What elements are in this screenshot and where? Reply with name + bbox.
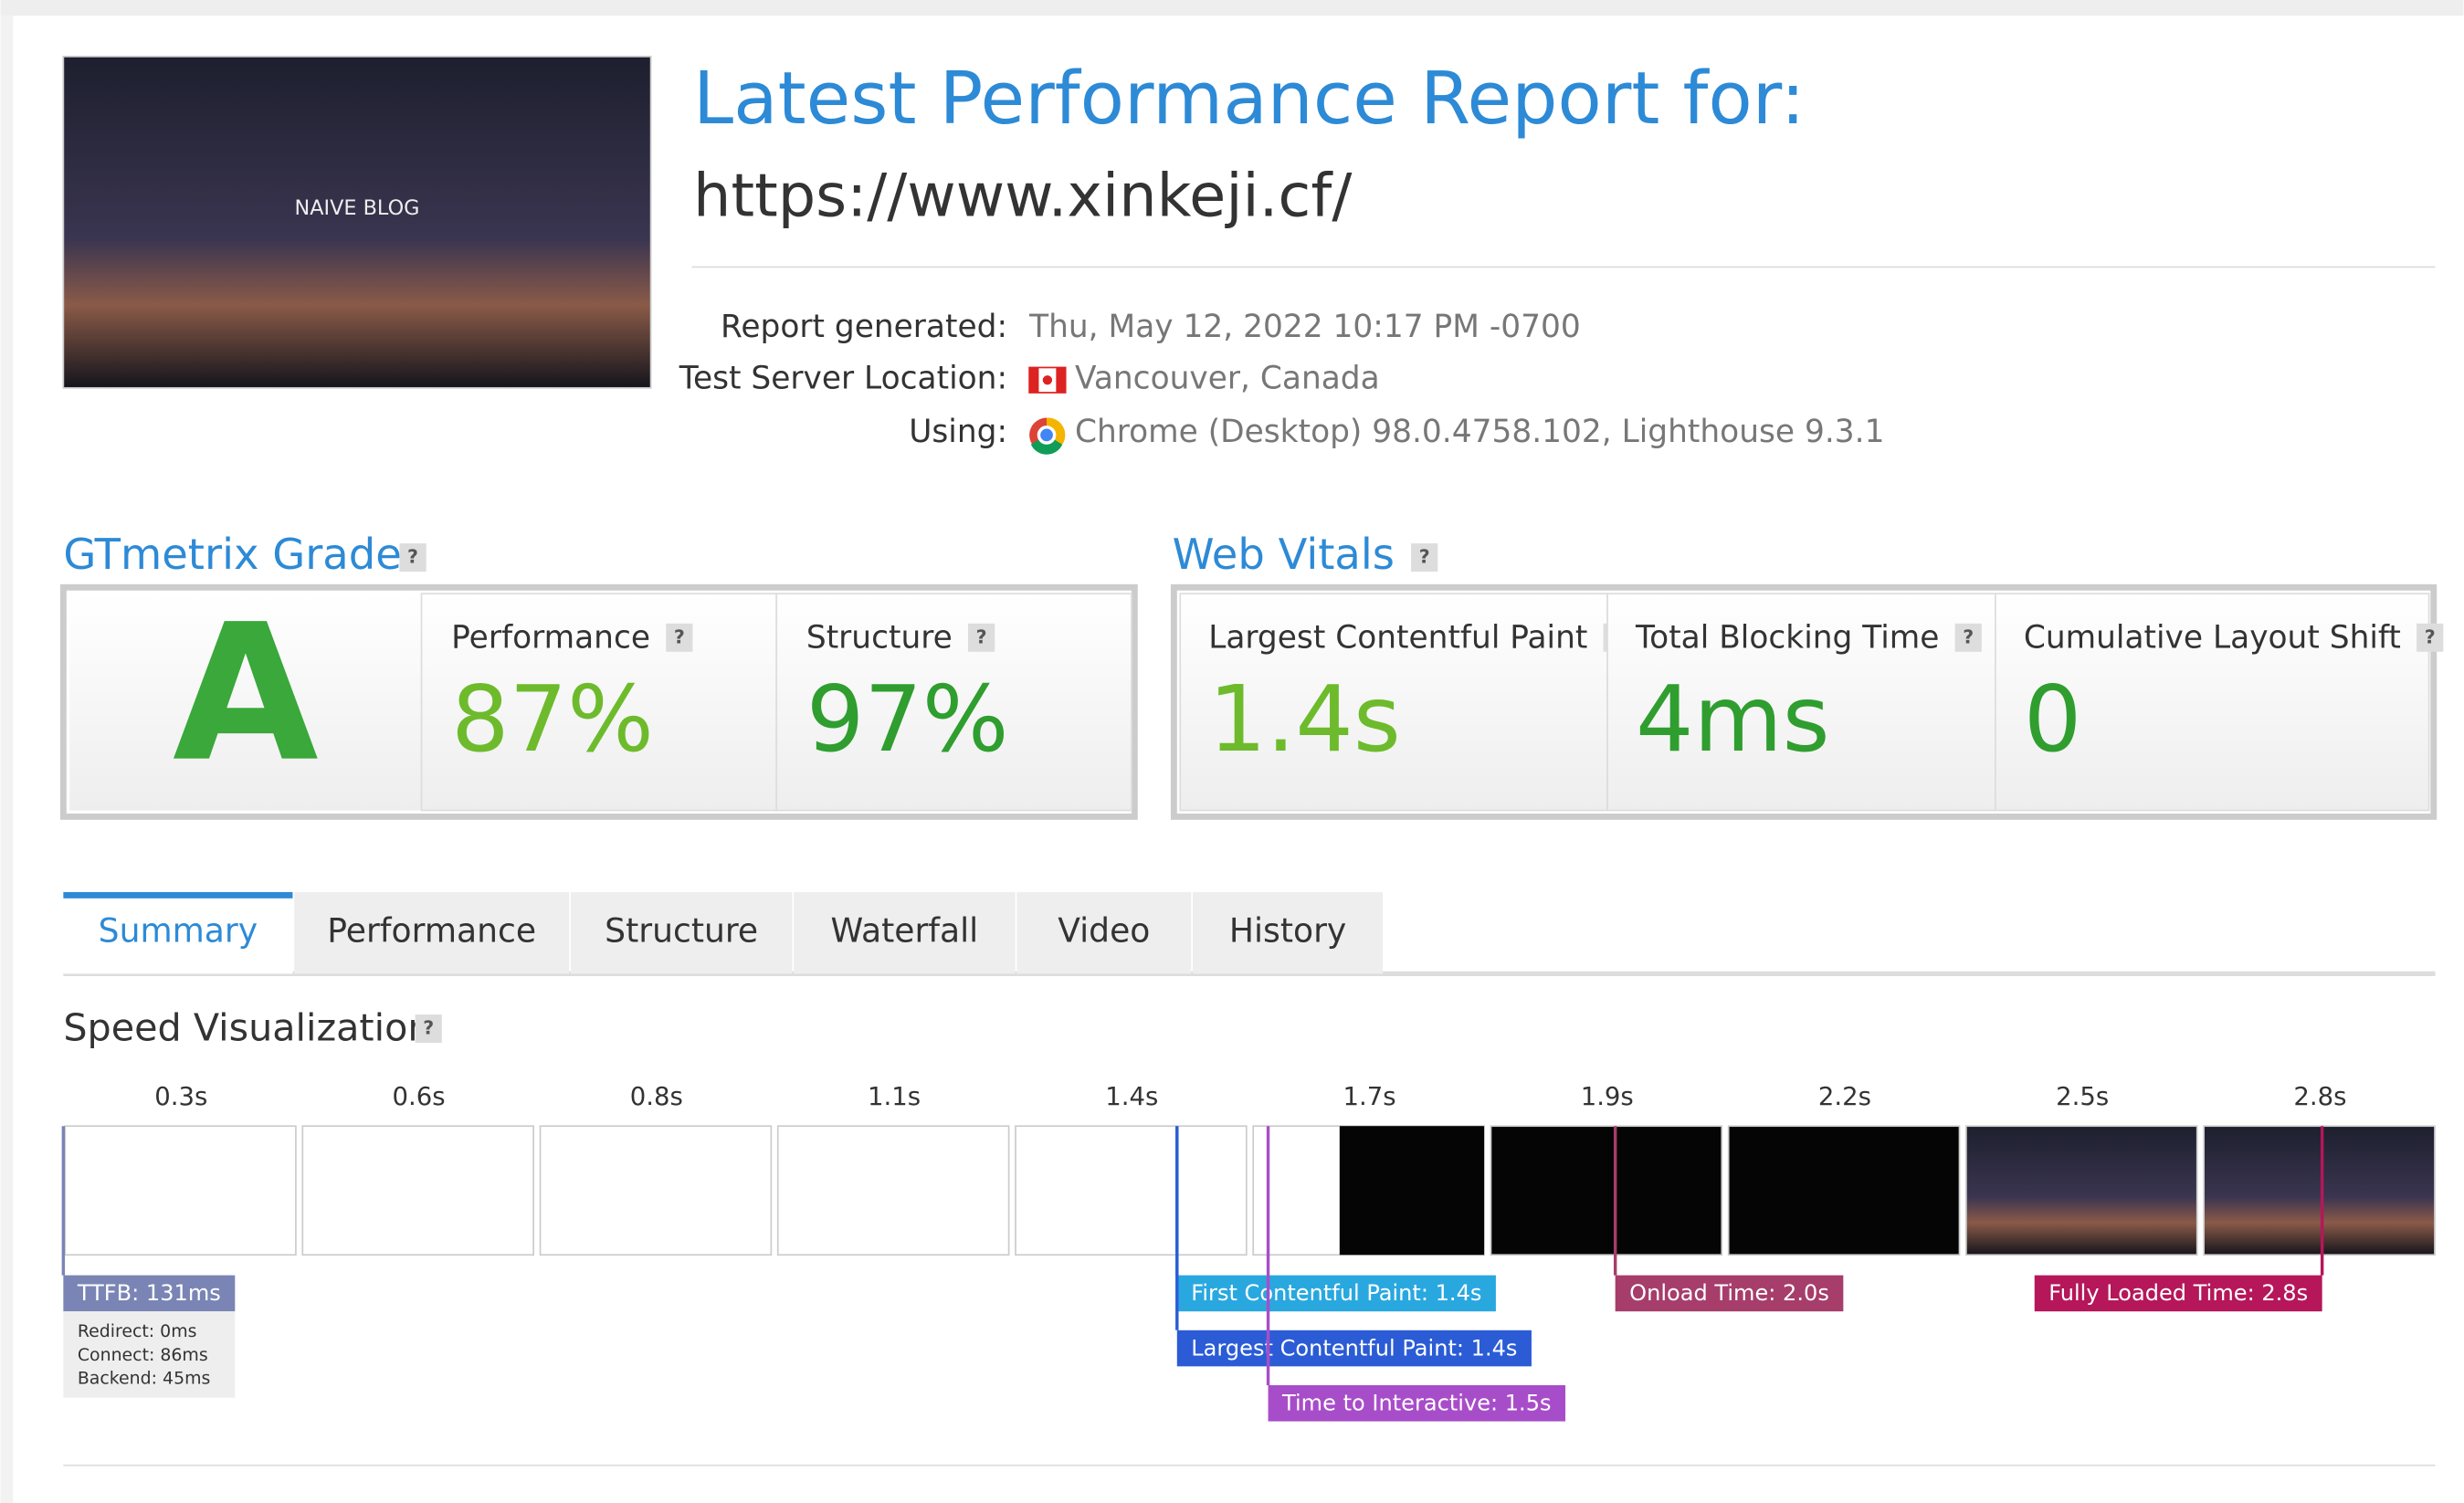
marker-box xyxy=(1615,1275,1844,1312)
vital-label: Cumulative Layout Shift xyxy=(2024,620,2401,657)
help-icon[interactable]: ? xyxy=(2425,625,2436,647)
marker-detail: Redirect: 0ms xyxy=(78,1321,197,1341)
marker-box xyxy=(1176,1330,1532,1367)
detail-label: Report generated: xyxy=(721,309,1007,345)
marker-label: Onload Time: 2.0s xyxy=(1629,1280,1829,1306)
tab[interactable] xyxy=(1016,891,1192,974)
vital-label: Largest Contentful Paint xyxy=(1208,620,1587,657)
tab-label[interactable]: Video xyxy=(1058,911,1150,951)
vital-cell xyxy=(1179,593,1608,812)
detail-value: Thu, May 12, 2022 10:17 PM -0700 xyxy=(1028,309,1581,345)
frame-time: 0.6s xyxy=(393,1082,446,1111)
vital-cell xyxy=(1606,593,1996,812)
frame-time: 2.2s xyxy=(1818,1082,1871,1111)
report-url[interactable]: https://www.xinkeji.cf/ xyxy=(693,161,1353,230)
thumbnail xyxy=(62,56,652,389)
thumbnail-title: NAIVE BLOG xyxy=(294,196,419,220)
frame xyxy=(776,1125,1010,1256)
metric-value: 87% xyxy=(451,666,654,773)
help-icon[interactable]: ? xyxy=(1963,625,1974,647)
detail-label: Test Server Location: xyxy=(679,361,1007,397)
frame-time: 0.8s xyxy=(630,1082,683,1111)
help-icon[interactable]: ? xyxy=(674,625,685,647)
frame xyxy=(1965,1125,2198,1256)
frame xyxy=(1490,1125,1723,1256)
grade-letter: A xyxy=(173,583,319,804)
tab-label[interactable]: Structure xyxy=(605,911,758,951)
frame-time: 1.9s xyxy=(1581,1082,1634,1111)
tab[interactable] xyxy=(570,891,793,974)
help-icon[interactable]: ? xyxy=(423,1017,434,1039)
tab-active-bar xyxy=(63,891,293,899)
frame-time: 2.8s xyxy=(2293,1082,2346,1111)
section-title: Web Vitals xyxy=(1173,530,1395,579)
frame-time: 2.5s xyxy=(2056,1082,2109,1111)
marker-box xyxy=(2034,1275,2322,1312)
frame-time: 1.1s xyxy=(868,1082,921,1111)
marker-detail: Connect: 86ms xyxy=(78,1345,208,1365)
frame xyxy=(539,1125,773,1256)
frame xyxy=(301,1125,534,1256)
detail-value: Vancouver, Canada xyxy=(1075,361,1380,397)
vital-value: 0 xyxy=(2024,666,2081,773)
metric-value: 97% xyxy=(806,666,1009,773)
frame-time: 1.7s xyxy=(1343,1082,1395,1111)
tab[interactable] xyxy=(794,891,1016,974)
frame xyxy=(64,1125,297,1256)
marker-box xyxy=(63,1275,236,1312)
detail-label: Using: xyxy=(909,414,1007,450)
help-box[interactable] xyxy=(666,623,693,652)
tab-label[interactable]: History xyxy=(1229,911,1346,951)
metric-label: Performance xyxy=(451,620,650,657)
help-box[interactable] xyxy=(1411,543,1438,573)
help-icon[interactable]: ? xyxy=(407,546,418,568)
marker-details xyxy=(63,1311,236,1398)
marker-label: TTFB: 131ms xyxy=(77,1280,221,1306)
metric-cell xyxy=(775,593,1132,812)
frame xyxy=(2203,1125,2436,1256)
tab-label[interactable]: Summary xyxy=(99,911,258,951)
report-title: Latest Performance Report for: xyxy=(693,57,1806,141)
section-title: GTmetrix Grade xyxy=(63,530,401,579)
help-box[interactable] xyxy=(399,543,426,573)
help-box[interactable] xyxy=(968,623,995,652)
frame xyxy=(1727,1125,1961,1256)
marker-detail: Backend: 45ms xyxy=(78,1369,211,1389)
help-icon[interactable]: ? xyxy=(976,625,987,647)
help-icon[interactable]: ? xyxy=(1419,546,1430,568)
help-box[interactable] xyxy=(2417,623,2444,652)
vital-value: 4ms xyxy=(1636,666,1830,773)
grade-cell xyxy=(69,594,422,811)
tab[interactable] xyxy=(294,891,570,974)
marker-box xyxy=(1176,1275,1496,1312)
help-box[interactable] xyxy=(415,1014,442,1044)
marker-label: First Contentful Paint: 1.4s xyxy=(1191,1280,1481,1306)
vital-label: Total Blocking Time xyxy=(1635,620,1939,657)
metric-label: Structure xyxy=(806,620,953,657)
vital-cell xyxy=(1995,593,2430,812)
tab[interactable] xyxy=(63,891,293,974)
marker-label: Time to Interactive: 1.5s xyxy=(1281,1391,1552,1416)
section-title: Speed Visualization xyxy=(63,1005,431,1049)
frame-time: 0.3s xyxy=(154,1082,207,1111)
marker-box xyxy=(1268,1385,1566,1422)
tab-label[interactable]: Performance xyxy=(327,911,536,951)
tab[interactable] xyxy=(1193,891,1384,974)
detail-value: Chrome (Desktop) 98.0.4758.102, Lighthou… xyxy=(1075,414,1884,450)
frame xyxy=(1015,1125,1248,1256)
help-box[interactable] xyxy=(1954,623,1982,652)
marker-label: Largest Contentful Paint: 1.4s xyxy=(1191,1335,1517,1361)
frame-dark xyxy=(1339,1126,1485,1256)
frame-time: 1.4s xyxy=(1105,1082,1158,1111)
marker-label: Fully Loaded Time: 2.8s xyxy=(2048,1280,2308,1306)
vital-value: 1.4s xyxy=(1208,666,1401,773)
tab-label[interactable]: Waterfall xyxy=(831,911,979,951)
